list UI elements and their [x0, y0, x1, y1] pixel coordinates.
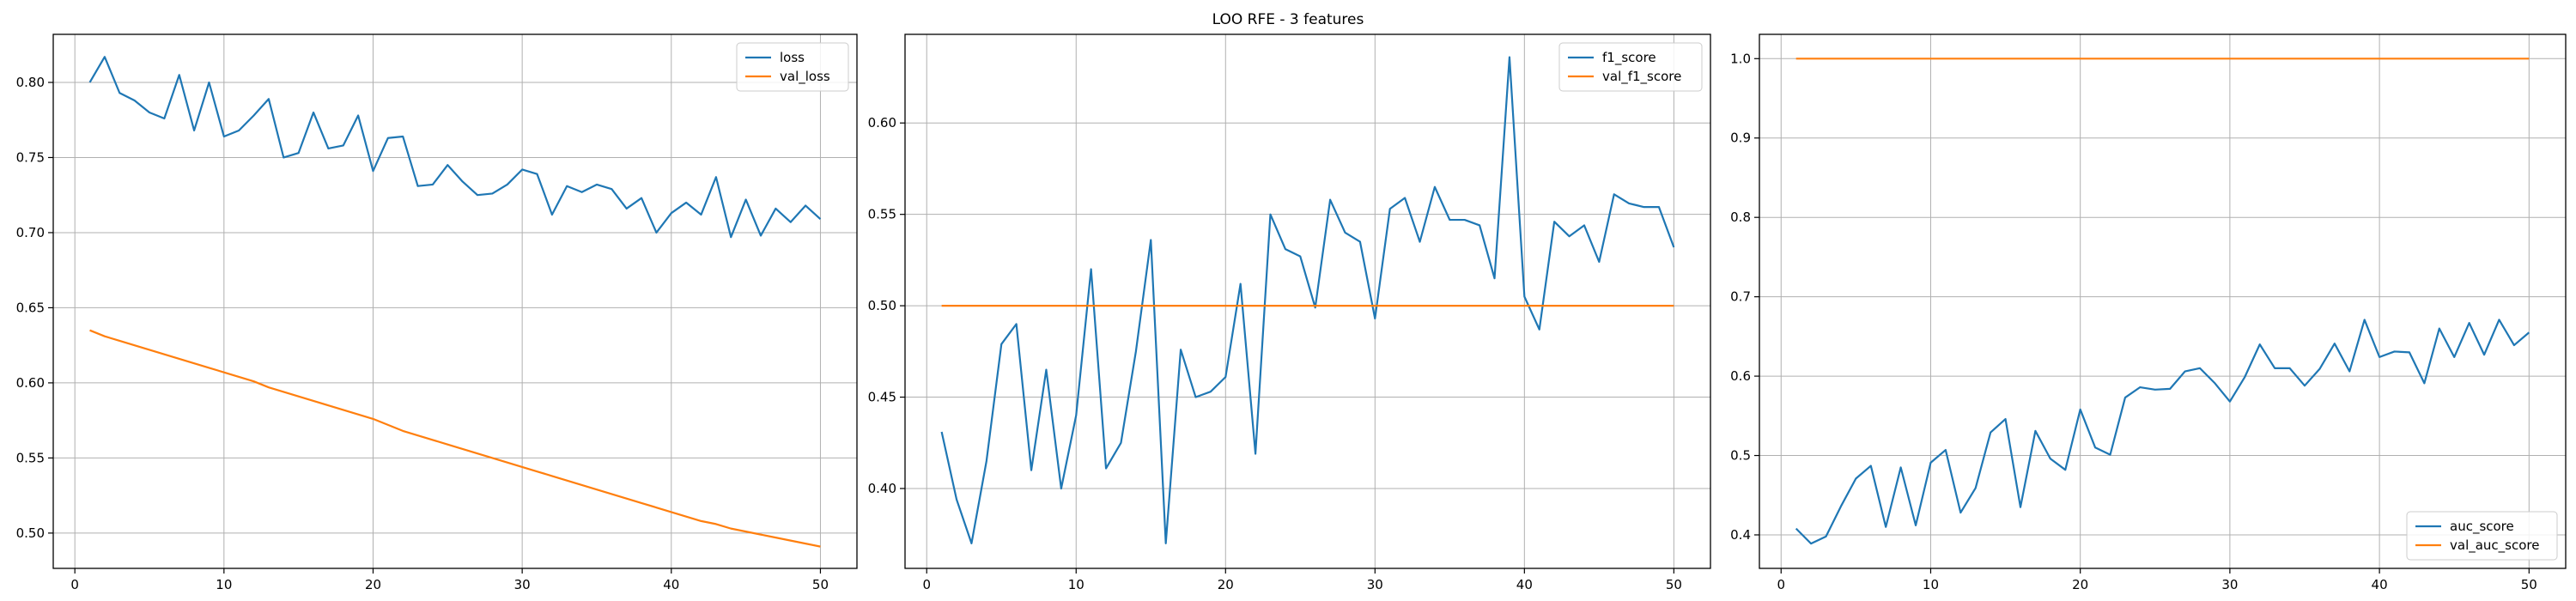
y-tick-label: 0.50 — [868, 298, 896, 313]
legend-label: auc_score — [2450, 519, 2514, 535]
y-tick-label: 0.5 — [1730, 448, 1751, 464]
x-tick-label: 30 — [1367, 577, 1383, 592]
subplot-3: 0 10 20 30 40 50 0.4 0.5 0.6 0.7 0.8 0.9 1.0 auc_scor… — [1730, 33, 2567, 592]
y-tick-label: 0.65 — [16, 300, 45, 315]
x-tick-label: 20 — [2072, 577, 2088, 592]
y-tick-label: 0.75 — [16, 149, 45, 165]
legend-label: loss — [780, 50, 805, 65]
series-line-f1_score — [940, 56, 1675, 544]
y-tick-label: 0.55 — [16, 450, 45, 465]
legend-box — [1558, 42, 1703, 92]
x-tick-label: 50 — [2521, 577, 2537, 592]
y-tick-label: 0.60 — [16, 375, 45, 391]
y-tick-label: 0.40 — [868, 481, 896, 496]
subplot-2: 0 10 20 30 40 50 0.40 0.45 0.50 0.55 0.60 f1_scorev… — [868, 33, 1711, 592]
series-line-loss — [88, 56, 822, 239]
legend-label: val_f1_score — [1602, 69, 1681, 85]
y-tick-label: 0.60 — [868, 115, 896, 131]
y-tick-label: 0.50 — [16, 525, 45, 541]
series-line-auc_score — [1795, 319, 2530, 545]
x-tick-label: 50 — [812, 577, 829, 592]
x-tick-label: 20 — [365, 577, 381, 592]
legend-box — [2406, 511, 2558, 561]
y-tick-label: 0.6 — [1730, 368, 1751, 384]
legend: auc_score val_auc_score — [2406, 511, 2558, 561]
y-tick-label: 0.8 — [1730, 209, 1751, 225]
y-tick-label: 0.7 — [1730, 289, 1751, 305]
x-tick-label: 10 — [1923, 577, 1939, 592]
x-tick-label: 40 — [663, 577, 679, 592]
y-tick-label: 0.80 — [16, 75, 45, 90]
y-tick-label: 0.9 — [1730, 131, 1751, 146]
legend: loss val_loss — [736, 42, 849, 92]
x-tick-label: 50 — [1666, 577, 1682, 592]
x-tick-label: 30 — [514, 577, 531, 592]
axes-frame — [52, 33, 858, 569]
x-tick-label: 10 — [1068, 577, 1084, 592]
x-tick-label: 0 — [70, 577, 79, 592]
x-tick-label: 20 — [1218, 577, 1234, 592]
figure-suptitle: LOO RFE - 3 features — [1212, 11, 1364, 28]
y-tick-label: 0.70 — [16, 225, 45, 240]
x-tick-label: 40 — [2372, 577, 2388, 592]
x-tick-label: 40 — [1516, 577, 1533, 592]
series-line-val_loss — [89, 329, 821, 548]
legend: f1_score val_f1_score — [1558, 42, 1703, 92]
y-tick-label: 0.55 — [868, 207, 896, 222]
subplots: 0 10 20 30 40 500.500.550.600.650.700.750.80l… — [16, 33, 2567, 592]
axes-frame — [904, 33, 1711, 569]
legend-box — [736, 42, 849, 92]
y-tick-label: 0.4 — [1730, 527, 1751, 543]
x-tick-label: 0 — [922, 577, 931, 592]
x-tick-label: 0 — [1777, 577, 1785, 592]
y-tick-label: 0.45 — [868, 390, 896, 405]
x-tick-label: 30 — [2221, 577, 2238, 592]
x-tick-label: 10 — [216, 577, 232, 592]
legend-label: val_loss — [780, 69, 830, 85]
legend-label: val_auc_score — [2450, 537, 2540, 554]
y-tick-label: 1.0 — [1730, 51, 1751, 66]
subplot-1: 0 10 20 30 40 50 0.50 0.55 0.60 0.65 0.70 0.75 0.80 l… — [16, 33, 858, 592]
legend-label: f1_score — [1602, 50, 1656, 66]
axes-frame — [1759, 33, 2567, 569]
